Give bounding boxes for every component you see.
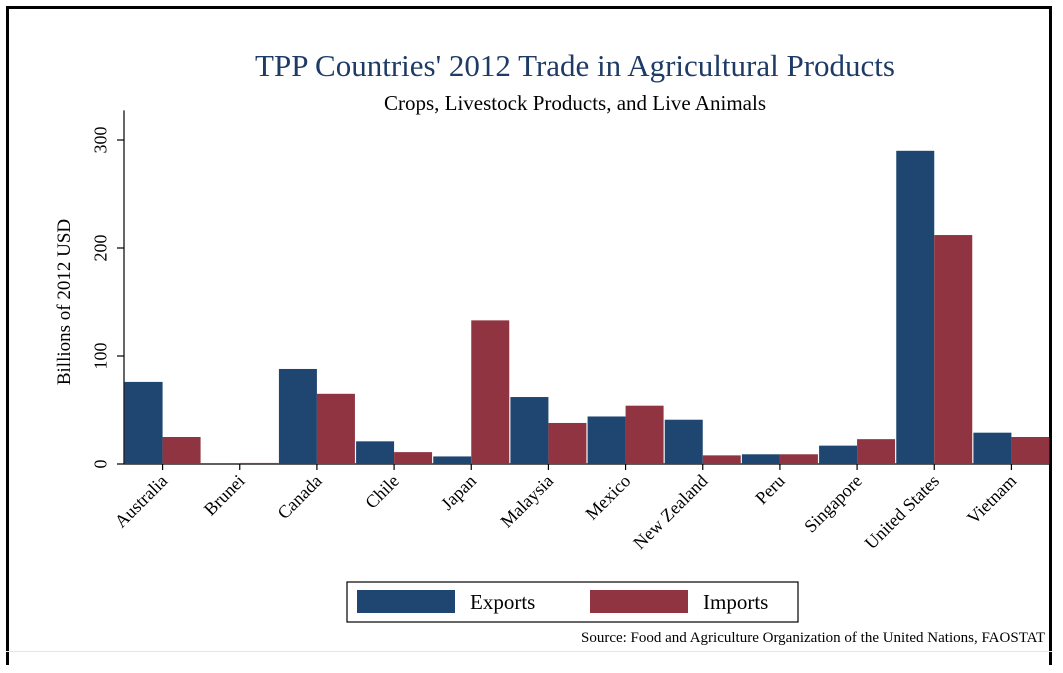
bottom-divider: [6, 651, 1052, 652]
bar-imports-new-zealand: [702, 455, 741, 464]
y-tick-label: 0: [90, 460, 110, 469]
legend-label-exports: Exports: [470, 590, 535, 614]
chart-subtitle: Crops, Livestock Products, and Live Anim…: [384, 91, 766, 115]
bar-exports-chile: [356, 441, 395, 464]
bar-exports-australia: [124, 381, 163, 464]
x-tick-label: Brunei: [200, 471, 249, 520]
x-tick-label: United States: [861, 471, 943, 553]
chart-title: TPP Countries' 2012 Trade in Agricultura…: [255, 48, 895, 83]
axes: [123, 110, 1050, 465]
bar-imports-australia: [162, 437, 201, 464]
bar-imports-vietnam: [1011, 437, 1050, 464]
bar-exports-vietnam: [973, 432, 1012, 464]
bar-imports-mexico: [625, 405, 664, 464]
bar-imports-malaysia: [548, 422, 587, 464]
bar-exports-singapore: [819, 445, 858, 464]
bar-imports-united-states: [934, 235, 973, 464]
x-tick-labels: Australia Brunei Canada Chile Japan Malaysia M…: [111, 464, 1020, 553]
bar-imports-chile: [394, 452, 433, 464]
bar-exports-canada: [278, 368, 317, 464]
legend-swatch-exports: [357, 590, 455, 613]
bar-imports-brunei: [239, 462, 278, 464]
x-tick-label: Vietnam: [963, 471, 1020, 528]
bar-exports-peru: [741, 454, 780, 464]
bars: [124, 150, 1050, 465]
bar-imports-singapore: [857, 439, 896, 464]
bar-exports-malaysia: [510, 397, 549, 464]
y-axis-label: Billions of 2012 USD: [54, 219, 75, 385]
bar-exports-new-zealand: [664, 419, 703, 464]
bar-exports-mexico: [587, 416, 626, 464]
bar-exports-united-states: [896, 150, 935, 465]
y-tick-label: 100: [90, 343, 110, 370]
x-tick-label: Mexico: [581, 471, 634, 524]
legend-swatch-imports: [590, 590, 688, 613]
bar-exports-japan: [433, 456, 472, 464]
x-tick-label: Australia: [111, 471, 172, 532]
x-tick-label: New Zealand: [629, 471, 711, 553]
bar-imports-canada: [316, 393, 355, 464]
y-tick-label: 300: [90, 127, 110, 154]
legend-label-imports: Imports: [703, 590, 768, 614]
bar-imports-japan: [471, 320, 510, 464]
x-tick-label: Singapore: [800, 471, 866, 537]
x-tick-label: Japan: [437, 471, 480, 514]
source-note: Source: Food and Agriculture Organizatio…: [581, 630, 1045, 646]
y-tick-label: 200: [90, 235, 110, 262]
x-tick-label: Peru: [751, 471, 788, 508]
bar-imports-peru: [779, 454, 818, 464]
x-tick-label: Canada: [273, 471, 325, 523]
y-tick-labels: 0 100 200 300: [90, 127, 124, 469]
chart-frame: [6, 6, 1052, 665]
legend: Exports Imports: [346, 581, 799, 623]
x-tick-label: Chile: [361, 471, 403, 513]
x-tick-label: Malaysia: [496, 471, 557, 532]
